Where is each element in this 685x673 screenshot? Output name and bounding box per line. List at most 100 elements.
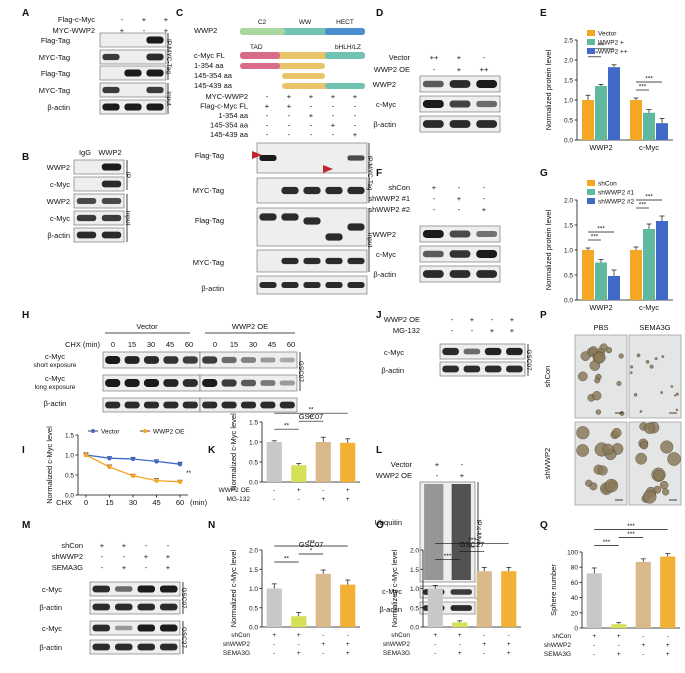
panel-c-blot-2-band bbox=[325, 186, 343, 195]
panel-a-blot-3 bbox=[99, 65, 167, 81]
panel-h-blot-2a-band bbox=[105, 379, 121, 387]
panel-m-blot-4-frame bbox=[89, 639, 181, 655]
panel-b-blot-1 bbox=[73, 159, 125, 175]
panel-a-row-sign: + bbox=[120, 26, 125, 35]
panel-a-blot-3-band bbox=[124, 69, 142, 77]
panel-a-blot-2-band bbox=[146, 53, 164, 61]
chart-n-condition-sign: - bbox=[298, 641, 300, 648]
panel-j-row-label: MG-132 bbox=[393, 326, 420, 335]
panel-m-blot-2-band bbox=[114, 603, 133, 611]
panel-c-tad-domain bbox=[240, 52, 280, 59]
sphere bbox=[592, 391, 602, 401]
chart-k-condition-sign: - bbox=[273, 487, 275, 494]
chart-g-bar bbox=[608, 276, 620, 300]
panel-f-blot-label: β-actin bbox=[373, 270, 396, 279]
panel-m-blot-3-band bbox=[114, 625, 133, 631]
panel-f-row-sign: + bbox=[457, 194, 462, 203]
chart-i-y-tick-label: 1.5 bbox=[65, 433, 74, 440]
panel-j-blot-2-band bbox=[484, 365, 502, 373]
panel-h-blot-3a-band bbox=[163, 401, 179, 409]
panel-m-blot-3 bbox=[89, 620, 181, 636]
panel-c-blot-4-band bbox=[281, 257, 299, 265]
panel-m-blot-1-band bbox=[92, 585, 111, 593]
panel-b-blot-3-frame bbox=[73, 193, 125, 209]
chart-o-condition-label: SEMA3G bbox=[383, 650, 410, 657]
chart-i-y-tick-label: 0.0 bbox=[65, 493, 74, 500]
panel-c-row-sign: - bbox=[332, 111, 335, 120]
panel-f-blot-3-band bbox=[422, 270, 444, 278]
red-arrow-icon bbox=[323, 165, 333, 173]
panel-j-row-label: WWP2 OE bbox=[384, 315, 420, 324]
chart-i-point bbox=[154, 478, 159, 483]
panel-h-blot-1a bbox=[102, 351, 201, 369]
panel-f-blot-1-band bbox=[449, 230, 471, 238]
panel-f-blot-1 bbox=[419, 225, 501, 243]
panel-h-blot-2a-band bbox=[124, 379, 140, 387]
chart-i-x-tick-label: 30 bbox=[129, 498, 137, 507]
panel-c-blot-3-band bbox=[303, 217, 321, 225]
chart-g-legend-label: shCon bbox=[598, 181, 617, 188]
chart-n-y-tick-label: 1.0 bbox=[249, 586, 258, 593]
sphere bbox=[660, 440, 674, 454]
panel-c-row-sign: + bbox=[309, 111, 314, 120]
panel-h-blot-3a-band bbox=[105, 401, 121, 409]
sphere bbox=[653, 469, 665, 481]
chart-n-condition-sign: + bbox=[297, 650, 301, 657]
panel-c-blot-1 bbox=[256, 142, 368, 174]
panel-d-blot-label: β-actin bbox=[373, 120, 396, 129]
chart-i-x-tick-label: 60 bbox=[176, 498, 184, 507]
panel-j-blot-2-band bbox=[442, 365, 459, 373]
panel-m-row-sign: + bbox=[100, 541, 105, 550]
chart-n-sig: * bbox=[310, 548, 313, 555]
panel-j-blot-1-band bbox=[484, 347, 502, 356]
chart-e-sig: *** bbox=[645, 76, 653, 83]
panel-l-blot-1 bbox=[419, 481, 476, 583]
panel-m-blot-3-band bbox=[137, 624, 156, 632]
panel-c-ww-domain bbox=[285, 28, 325, 35]
chart-g-sig: *** bbox=[639, 202, 647, 209]
chart-o-condition-sign: - bbox=[508, 632, 510, 639]
panel-h-blot-1b-band bbox=[279, 357, 295, 363]
sphere bbox=[611, 427, 622, 438]
panel-d-blot-1-band bbox=[476, 80, 498, 88]
chart-q-condition-sign: + bbox=[641, 642, 645, 649]
chart-g-y-tick-label: 0.0 bbox=[564, 298, 573, 305]
chart-g-sig: *** bbox=[597, 226, 605, 233]
panel-a-blot-1 bbox=[99, 32, 167, 48]
chart-i-legend-label: Vector bbox=[101, 429, 120, 436]
panel-c-row-sign: + bbox=[331, 92, 336, 101]
panel-f-blot-label: c-Myc bbox=[376, 250, 396, 259]
panel-h-blot-1a-band bbox=[124, 356, 140, 364]
panel-h-blot-3b bbox=[199, 397, 298, 413]
panel-label-N: N bbox=[208, 520, 215, 531]
panel-c-blot-label: Flag-Tag bbox=[195, 216, 224, 225]
chart-n-condition-sign: - bbox=[347, 632, 349, 639]
chart-g-legend-swatch bbox=[587, 189, 595, 195]
panel-m-blot-1 bbox=[89, 581, 181, 597]
panel-m-row-sign: + bbox=[144, 552, 149, 561]
chart-q-bar bbox=[635, 561, 651, 628]
panel-m-cell-line-2: GSC27 bbox=[180, 621, 187, 654]
sphere bbox=[594, 377, 601, 384]
chart-i-y-label: Normalized c-Myc level bbox=[45, 426, 54, 504]
panel-l-blot-label: c-Myc bbox=[382, 587, 402, 596]
panel-d-row-sign: + bbox=[457, 53, 462, 62]
chart-k-sig: ** bbox=[284, 423, 290, 430]
chart-e-legend-swatch bbox=[587, 39, 595, 45]
panel-h-blot-3a-band bbox=[182, 401, 198, 409]
chart-k-y-tick-label: 0.0 bbox=[249, 480, 258, 487]
panel-m-row-sign: - bbox=[167, 541, 170, 550]
panel-c-row-sign: - bbox=[266, 111, 269, 120]
panel-h-group-oe: WWP2 OE bbox=[232, 322, 268, 331]
chart-o-y-tick-label: 0.5 bbox=[410, 605, 419, 612]
panel-b-blot-1-band bbox=[101, 163, 122, 171]
chart-q-bar bbox=[660, 556, 676, 628]
panel-j-blot-1-band bbox=[506, 347, 523, 356]
panel-c-hect-domain bbox=[325, 28, 365, 35]
panel-d-blot-2 bbox=[419, 95, 501, 113]
panel-c-row-sign: - bbox=[266, 92, 269, 101]
panel-d-row-sign: - bbox=[433, 65, 436, 74]
chart-k-condition-sign: + bbox=[297, 487, 301, 494]
sphere bbox=[589, 346, 599, 356]
panel-f-blot-2-band bbox=[449, 250, 471, 258]
